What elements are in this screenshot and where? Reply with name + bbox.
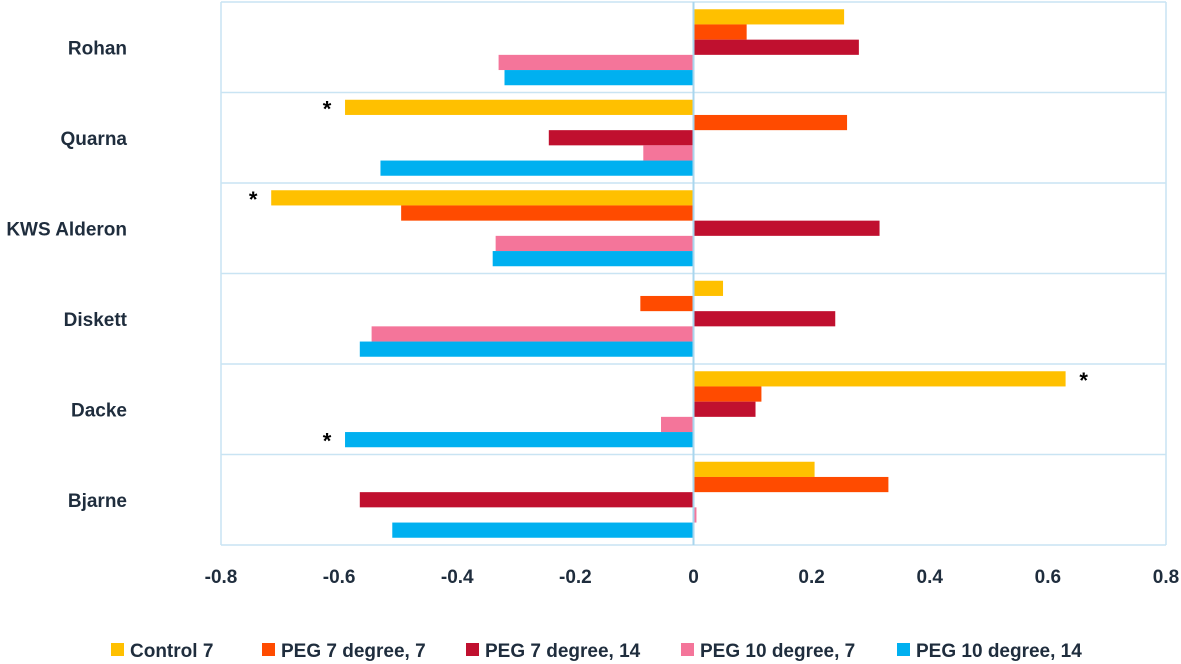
- bar-dacke-series-0: [693, 371, 1066, 387]
- bar-kws-alderon-series-0: [271, 190, 694, 206]
- annotations: * * * *: [249, 96, 1088, 453]
- bar-quarna-series-1: [693, 114, 848, 131]
- bar-diskett-series-0: [693, 280, 724, 296]
- bar-diskett-series-3: [371, 326, 694, 342]
- x-tick-label: 0: [688, 567, 699, 588]
- bar-bjarne-series-2: [359, 492, 694, 508]
- bar-rohan-series-0: [693, 9, 845, 25]
- x-tick-labels: -0.8 -0.6 -0.4 -0.2 0 0.2 0.4 0.6 0.8: [205, 567, 1180, 588]
- legend-label: PEG 7 degree, 7: [281, 641, 426, 662]
- x-tick-label: -0.6: [323, 567, 356, 588]
- bar-rohan-series-2: [693, 39, 859, 55]
- bar-diskett-series-1: [640, 295, 694, 312]
- bar-rohan-series-3: [498, 54, 694, 71]
- legend-label: PEG 10 degree, 14: [916, 641, 1082, 662]
- legend-swatch: [262, 643, 275, 656]
- bar-kws-alderon-series-2: [693, 220, 880, 236]
- legend-swatch: [681, 643, 694, 656]
- bar-diskett-series-4: [359, 341, 694, 357]
- x-tick-label: 0.2: [798, 567, 824, 588]
- category-label: Quarna: [60, 129, 127, 150]
- legend-swatch: [897, 643, 910, 656]
- significance-star: *: [323, 429, 332, 454]
- bar-kws-alderon-series-1: [401, 205, 694, 221]
- legend-label: PEG 7 degree, 14: [485, 641, 641, 662]
- bar-bjarne-series-4: [392, 522, 694, 538]
- bar-quarna-series-3: [643, 145, 694, 161]
- bar-bjarne-series-0: [693, 461, 815, 477]
- bar-quarna-series-0: [345, 99, 694, 115]
- bar-dacke-series-3: [661, 416, 694, 433]
- legend: Control 7 PEG 7 degree, 7 PEG 7 degree, 14…: [111, 641, 1082, 662]
- category-label: Diskett: [64, 310, 128, 331]
- bar-bjarne-series-1: [693, 476, 889, 493]
- bar-rohan-series-4: [504, 70, 694, 86]
- bar-bjarne-series-3: [693, 507, 697, 523]
- bar-kws-alderon-series-4: [492, 251, 694, 267]
- x-tick-label: -0.8: [205, 567, 238, 588]
- legend-label: Control 7: [130, 641, 213, 662]
- bar-dacke-series-1: [693, 386, 762, 402]
- bar-quarna-series-4: [380, 160, 694, 176]
- legend-swatch: [466, 643, 479, 656]
- x-tick-label: 0.6: [1035, 567, 1061, 588]
- bar-kws-alderon-series-3: [495, 235, 694, 252]
- significance-star: *: [323, 96, 332, 121]
- bar-dacke-series-2: [693, 401, 756, 417]
- category-label: Bjarne: [68, 491, 127, 512]
- category-label: Dacke: [71, 400, 127, 421]
- x-tick-label: -0.2: [559, 567, 592, 588]
- bar-rohan-series-1: [693, 24, 747, 40]
- bar-quarna-series-2: [548, 130, 694, 146]
- category-label: Rohan: [68, 38, 127, 59]
- x-tick-label: 0.4: [917, 567, 944, 588]
- bar-diskett-series-2: [693, 311, 836, 327]
- category-labels: Rohan Quarna KWS Alderon Diskett Dacke Bjarne: [6, 38, 127, 512]
- legend-label: PEG 10 degree, 7: [700, 641, 855, 662]
- significance-star: *: [249, 187, 258, 212]
- significance-star: *: [1079, 368, 1088, 393]
- legend-swatch: [111, 643, 124, 656]
- x-tick-label: 0.8: [1153, 567, 1179, 588]
- category-label: KWS Alderon: [6, 219, 127, 240]
- x-tick-label: -0.4: [441, 567, 474, 588]
- bars: [271, 9, 1066, 538]
- bar-dacke-series-4: [345, 432, 694, 448]
